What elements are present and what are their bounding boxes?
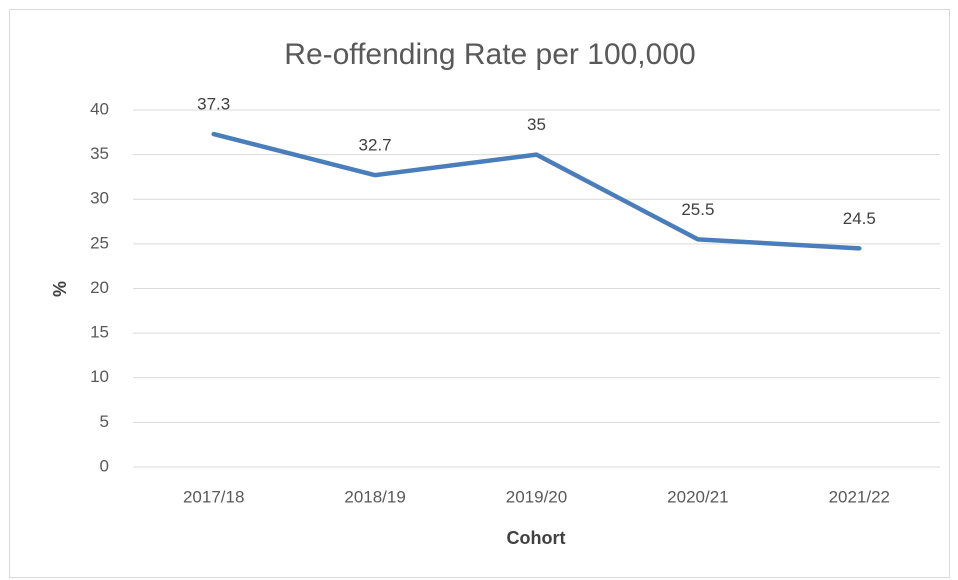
y-axis-title: % — [50, 281, 70, 297]
data-label: 25.5 — [681, 200, 714, 219]
x-tick-label: 2020/21 — [667, 487, 728, 506]
chart-title: Re-offending Rate per 100,000 — [284, 38, 695, 71]
y-tick-label: 10 — [90, 367, 109, 386]
y-tick-label: 30 — [90, 189, 109, 208]
data-label: 24.5 — [843, 209, 876, 228]
x-tick-label: 2018/19 — [344, 487, 405, 506]
x-axis-title: Cohort — [507, 528, 566, 548]
data-line — [211, 131, 862, 251]
x-tick-label: 2021/22 — [829, 487, 890, 506]
data-label: 32.7 — [359, 136, 392, 155]
x-tick-label: 2017/18 — [183, 487, 244, 506]
y-tick-label: 0 — [100, 456, 109, 475]
data-label: 37.3 — [197, 95, 230, 114]
y-tick-label: 5 — [100, 412, 109, 431]
y-tick-label: 35 — [90, 144, 109, 163]
y-tick-label: 25 — [90, 233, 109, 252]
y-tick-label: 40 — [90, 99, 109, 118]
y-tick-label: 15 — [90, 323, 109, 342]
chart-border — [9, 9, 950, 578]
x-tick-label: 2019/20 — [506, 487, 567, 506]
y-tick-label: 20 — [90, 278, 109, 297]
data-label: 35 — [527, 115, 546, 134]
